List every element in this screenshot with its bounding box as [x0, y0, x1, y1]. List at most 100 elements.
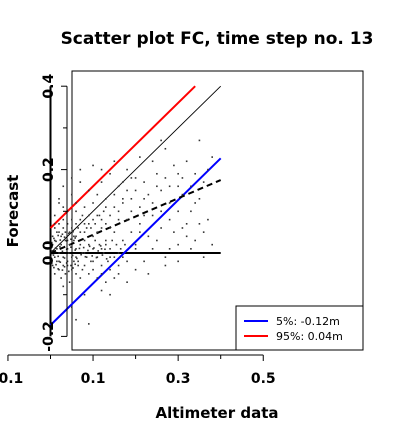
- data-point: [122, 256, 124, 258]
- data-point: [96, 214, 99, 217]
- data-point: [68, 243, 71, 246]
- data-point: [92, 268, 94, 271]
- data-point: [194, 202, 196, 204]
- data-point: [58, 268, 60, 271]
- data-point: [70, 264, 72, 267]
- data-point: [93, 247, 95, 249]
- data-point: [53, 239, 56, 242]
- data-point: [109, 268, 111, 271]
- data-point: [104, 248, 106, 251]
- data-point: [67, 232, 70, 235]
- data-point: [94, 239, 96, 242]
- data-point: [100, 227, 103, 229]
- data-point: [198, 139, 201, 142]
- data-point: [57, 268, 59, 270]
- data-point: [160, 227, 162, 229]
- data-point: [143, 214, 145, 217]
- data-point: [122, 239, 124, 242]
- data-point: [147, 273, 150, 275]
- data-point: [126, 189, 128, 192]
- data-point: [173, 164, 175, 167]
- data-point: [177, 260, 179, 263]
- data-point: [64, 239, 67, 242]
- data-point: [85, 227, 88, 229]
- data-point: [64, 231, 67, 233]
- data-point: [194, 239, 196, 242]
- data-point: [70, 246, 72, 248]
- data-point: [52, 254, 55, 256]
- data-point: [164, 256, 167, 258]
- data-point: [66, 223, 69, 225]
- data-point: [181, 193, 184, 196]
- data-point: [62, 218, 65, 221]
- data-point: [59, 245, 61, 248]
- data-point: [77, 260, 79, 263]
- data-point: [105, 258, 108, 260]
- data-point: [58, 252, 60, 254]
- data-point: [75, 223, 77, 225]
- data-point: [177, 243, 179, 246]
- data-point: [83, 293, 86, 296]
- data-point: [81, 214, 84, 217]
- data-point: [185, 223, 188, 225]
- data-point: [156, 239, 158, 242]
- x-tick-label: 0.3: [166, 371, 191, 387]
- data-point: [62, 227, 65, 229]
- data-point: [151, 202, 154, 204]
- data-point: [60, 235, 62, 238]
- data-point: [75, 318, 77, 321]
- data-point: [53, 256, 56, 258]
- data-point: [156, 185, 158, 188]
- data-point: [63, 265, 66, 268]
- data-point: [202, 231, 205, 233]
- data-point: [147, 193, 150, 196]
- data-point: [79, 243, 82, 246]
- data-point: [75, 248, 77, 250]
- data-point: [77, 264, 79, 267]
- data-point: [60, 243, 62, 246]
- y-tick-label: 0.0: [41, 240, 57, 265]
- data-point: [68, 281, 71, 283]
- data-point: [177, 172, 179, 175]
- data-point: [92, 218, 94, 221]
- data-point: [190, 248, 192, 250]
- data-point: [58, 223, 60, 225]
- data-point: [87, 223, 90, 225]
- data-point: [130, 197, 133, 200]
- data-point: [88, 245, 91, 248]
- data-point: [98, 214, 101, 217]
- x-axis-label: Altimeter data: [156, 404, 279, 422]
- data-point: [73, 239, 75, 242]
- data-point: [72, 267, 74, 269]
- data-point: [190, 210, 192, 213]
- data-point: [134, 177, 137, 179]
- data-point: [190, 185, 192, 188]
- data-point: [75, 202, 77, 204]
- data-point: [83, 223, 86, 225]
- data-point: [113, 193, 116, 196]
- data-point: [185, 160, 188, 163]
- data-point: [177, 210, 179, 213]
- data-point: [109, 248, 111, 250]
- data-point: [87, 249, 89, 252]
- y-axis-label: Forecast: [4, 175, 22, 248]
- data-point: [185, 235, 188, 238]
- data-point: [173, 231, 175, 233]
- data-point: [105, 223, 107, 225]
- data-point: [92, 164, 94, 167]
- ref-line-q95: [49, 85, 196, 229]
- data-point: [139, 231, 141, 233]
- legend-box: [235, 305, 364, 351]
- data-point: [92, 235, 94, 238]
- data-point: [139, 206, 141, 208]
- data-point: [207, 168, 209, 171]
- data-point: [202, 181, 205, 183]
- data-point: [122, 202, 124, 204]
- data-point: [51, 243, 54, 246]
- data-point: [96, 193, 99, 196]
- data-point: [134, 189, 137, 192]
- data-point: [75, 256, 77, 258]
- data-point: [113, 277, 116, 279]
- data-point: [109, 256, 111, 258]
- data-point: [113, 256, 116, 258]
